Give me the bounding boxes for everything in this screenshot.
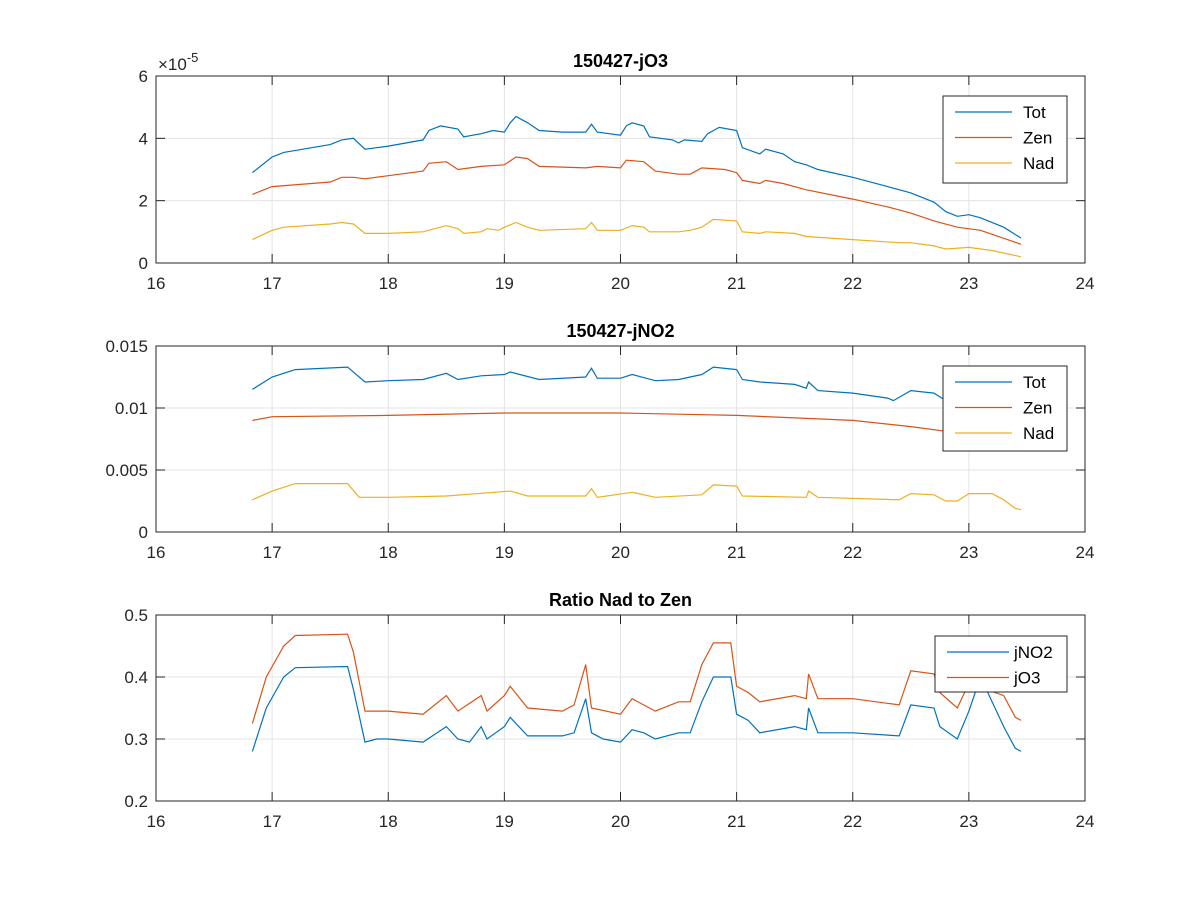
legend-label: Zen <box>1023 129 1052 148</box>
x-tick-label: 23 <box>959 812 978 831</box>
y-tick-label: 2 <box>139 192 148 211</box>
x-tick-label: 19 <box>495 274 514 293</box>
x-tick-label: 17 <box>263 812 282 831</box>
y-tick-label: 0 <box>139 523 148 542</box>
chart-title: 150427-jO3 <box>573 51 668 71</box>
y-tick-label: 0.2 <box>124 792 148 811</box>
y-tick-label: 0.3 <box>124 730 148 749</box>
x-tick-label: 19 <box>495 812 514 831</box>
legend: Tot Zen Nad <box>942 95 1068 184</box>
y-tick-label: 6 <box>139 67 148 86</box>
x-tick-label: 24 <box>1076 812 1095 831</box>
series-line-jno2 <box>251 665 1022 752</box>
x-tick-label: 23 <box>959 543 978 562</box>
legend: jNO2 jO3 <box>934 635 1068 693</box>
legend-box <box>942 95 1068 184</box>
x-tick-label: 20 <box>611 812 630 831</box>
x-tick-label: 20 <box>611 543 630 562</box>
x-tick-label: 18 <box>379 274 398 293</box>
x-tick-label: 24 <box>1076 543 1095 562</box>
x-tick-label: 17 <box>263 274 282 293</box>
legend-label: Tot <box>1023 103 1046 122</box>
series-line-jo3 <box>251 633 1022 724</box>
x-tick-label: 22 <box>843 812 862 831</box>
legend-label: jNO2 <box>1013 643 1053 662</box>
x-tick-label: 17 <box>263 543 282 562</box>
x-tick-label: 19 <box>495 543 514 562</box>
x-tick-label: 21 <box>727 274 746 293</box>
legend-label: jO3 <box>1013 669 1040 688</box>
exponent-label: ×10-5 <box>158 50 198 74</box>
subplot-2: 16 17 18 19 20 21 22 23 24 0 0.005 0.01 0.015 150427-… <box>105 321 1094 562</box>
x-tick-label: 21 <box>727 812 746 831</box>
y-tick-label: 0.005 <box>105 461 148 480</box>
x-tick-label: 21 <box>727 543 746 562</box>
x-tick-label: 22 <box>843 543 862 562</box>
legend-label: Tot <box>1023 373 1046 392</box>
x-tick-label: 16 <box>147 812 166 831</box>
y-tick-label: 0.4 <box>124 668 148 687</box>
x-tick-label: 16 <box>147 543 166 562</box>
x-tick-label: 24 <box>1076 274 1095 293</box>
legend-label: Nad <box>1023 154 1054 173</box>
series-line-nad <box>252 483 1022 511</box>
legend-box <box>934 635 1068 693</box>
y-tick-label: 0.5 <box>124 606 148 625</box>
series-line-tot <box>252 366 1022 415</box>
legend: Tot Zen Nad <box>942 365 1068 452</box>
legend-label: Nad <box>1023 424 1054 443</box>
x-tick-label: 16 <box>147 274 166 293</box>
chart-title: 150427-jNO2 <box>566 321 674 341</box>
exponent-base: ×10 <box>158 55 187 74</box>
exponent-power: -5 <box>187 50 199 65</box>
x-tick-label: 18 <box>379 812 398 831</box>
x-tick-label: 23 <box>959 274 978 293</box>
y-tick-label: 0.015 <box>105 337 148 356</box>
y-tick-label: 0.01 <box>115 399 148 418</box>
legend-box <box>942 365 1068 452</box>
x-tick-label: 18 <box>379 543 398 562</box>
series-line-nad <box>252 218 1022 258</box>
series-line-zen <box>252 156 1022 245</box>
y-tick-label: 0 <box>139 254 148 273</box>
legend-label: Zen <box>1023 399 1052 418</box>
y-tick-label: 4 <box>139 129 148 148</box>
series-line-tot <box>252 115 1022 239</box>
subplot-3: 16 17 18 19 20 21 22 23 24 0.2 0.3 0.4 0.5 Ratio Nad … <box>124 590 1094 831</box>
x-tick-label: 22 <box>843 274 862 293</box>
chart-title: Ratio Nad to Zen <box>549 590 692 610</box>
x-tick-label: 20 <box>611 274 630 293</box>
